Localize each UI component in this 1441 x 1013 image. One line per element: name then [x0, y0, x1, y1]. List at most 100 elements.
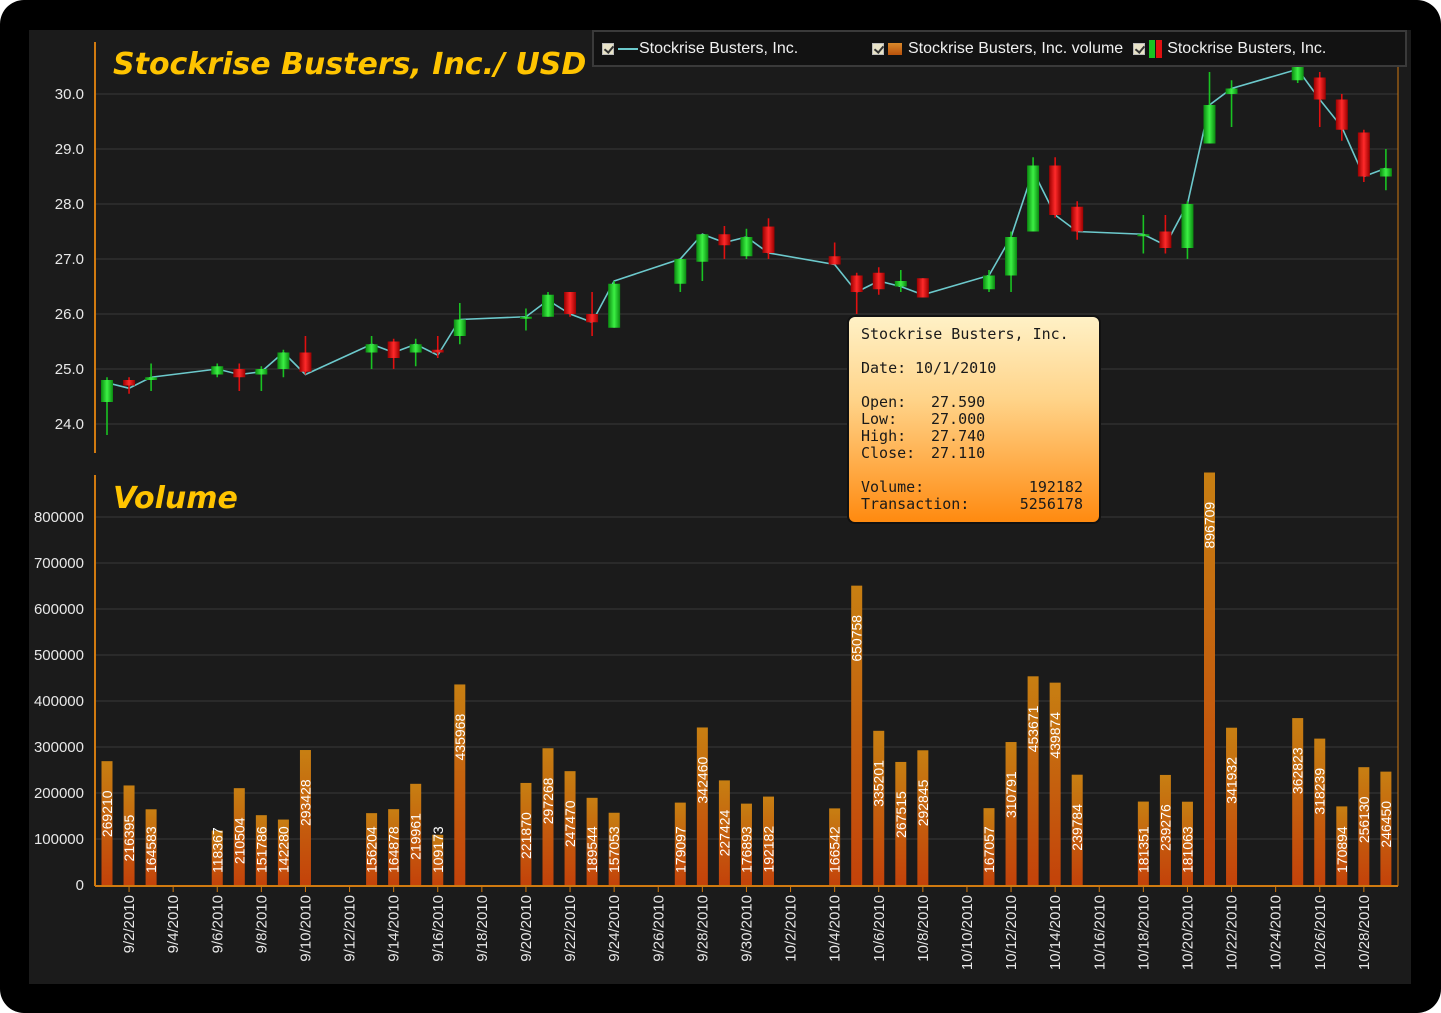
volume-data-label: 164878	[386, 826, 402, 873]
price-tick-label: 26.0	[55, 306, 84, 323]
x-tick-label: 9/20/2010	[518, 895, 535, 962]
x-tick-label: 10/14/2010	[1047, 895, 1064, 970]
x-tick-label: 9/22/2010	[562, 895, 579, 962]
volume-data-label: 164583	[143, 826, 159, 873]
volume-data-label: 439874	[1047, 712, 1063, 759]
volume-bar	[674, 802, 686, 885]
x-tick-label: 10/12/2010	[1003, 895, 1020, 970]
candle-body	[365, 344, 378, 353]
volume-bar	[211, 830, 223, 885]
candle-body	[1313, 77, 1326, 100]
candle-body	[145, 377, 158, 380]
volume-bar	[696, 727, 708, 885]
volume-data-label: 170894	[1334, 826, 1350, 873]
tooltip-high: 27.740	[931, 427, 986, 445]
candle-body	[123, 380, 136, 386]
candle-up	[145, 363, 158, 391]
tooltip-close-label: Close:	[861, 444, 916, 462]
legend-item-volume[interactable]: Stockrise Busters, Inc. volume	[864, 32, 1123, 65]
volume-data-label: 297268	[540, 777, 556, 824]
volume-data-label: 151786	[253, 826, 269, 873]
candle-down	[872, 267, 885, 295]
volume-bar	[586, 797, 598, 885]
volume-data-label: 166542	[827, 826, 843, 873]
candle-up	[696, 234, 709, 281]
price-tick-label: 25.0	[55, 361, 84, 378]
volume-bar	[983, 808, 995, 885]
volume-data-label: 181351	[1135, 826, 1151, 873]
tooltip-open: 27.590	[931, 393, 986, 411]
volume-tick-label: 600000	[34, 601, 84, 618]
volume-data-label: 239276	[1157, 804, 1173, 851]
volume-data-label: 896709	[1202, 502, 1218, 549]
tooltip-close: 27.110	[931, 444, 986, 462]
candle-up	[894, 270, 907, 292]
candle-down	[850, 272, 863, 314]
price-tick-label: 27.0	[55, 251, 84, 268]
volume-bar	[233, 788, 245, 885]
volume-bar	[1204, 472, 1215, 885]
candle-body	[718, 234, 731, 246]
volume-data-label: 310791	[1003, 771, 1019, 818]
candle-body	[1203, 105, 1216, 144]
x-tick-label: 9/4/2010	[165, 895, 182, 953]
candle-body	[586, 314, 599, 323]
candle-body	[277, 352, 290, 369]
candle-up	[1027, 157, 1040, 232]
volume-data-label: 221870	[518, 812, 534, 859]
volume-data-label: 167057	[981, 826, 997, 873]
tooltip-open-label: Open:	[861, 393, 907, 411]
x-tick-label: 9/28/2010	[694, 895, 711, 962]
volume-data-label: 118367	[209, 827, 225, 873]
x-tick-label: 10/28/2010	[1356, 895, 1373, 970]
volume-title: Volume	[113, 481, 238, 516]
volume-bar	[410, 783, 422, 885]
volume-bar	[763, 796, 774, 885]
candle-down	[762, 218, 775, 259]
volume-data-label: 176893	[738, 826, 754, 873]
volume-bar	[1380, 771, 1392, 885]
tooltip-low-label: Low:	[861, 410, 898, 428]
volume-bar	[1292, 718, 1304, 885]
volume-data-label: 219961	[408, 813, 424, 860]
checkbox-icon[interactable]	[602, 42, 614, 55]
candle-body	[431, 349, 444, 353]
candle-body	[211, 366, 224, 375]
legend-item-candles[interactable]: Stockrise Busters, Inc.	[1123, 32, 1326, 65]
candle-down	[586, 292, 599, 336]
candle-down	[123, 377, 136, 394]
candle-body	[519, 316, 532, 319]
candle-down	[828, 242, 841, 265]
checkbox-icon[interactable]	[1133, 42, 1146, 55]
checkbox-icon[interactable]	[872, 42, 884, 55]
legend-item-price-line[interactable]: Stockrise Busters, Inc.	[594, 32, 864, 65]
tooltip-volume-label: Volume:	[861, 478, 925, 496]
candle-body	[299, 352, 312, 372]
candle-body	[740, 237, 753, 257]
candle-down	[431, 336, 444, 358]
candle-up	[211, 363, 224, 378]
bar-swatch-icon	[888, 42, 902, 55]
volume-bar	[123, 785, 135, 885]
volume-bar	[1358, 767, 1370, 885]
volume-data-label: 342460	[694, 757, 710, 804]
candle-body	[1335, 99, 1348, 130]
candle-body	[1071, 206, 1084, 232]
candle-body	[894, 281, 907, 287]
chart-title: Stockrise Busters, Inc./ USD	[113, 47, 586, 82]
tooltip-low: 27.000	[931, 410, 986, 428]
x-tick-label: 9/6/2010	[209, 895, 226, 953]
candle-up	[1005, 231, 1018, 292]
candle-body	[1049, 165, 1062, 215]
candle-body	[696, 234, 709, 262]
volume-bar	[299, 750, 311, 885]
candlestick-swatch-icon	[1149, 39, 1163, 58]
candle-down	[1313, 72, 1326, 127]
volume-tick-label: 100000	[34, 831, 84, 848]
candle-down	[387, 338, 400, 369]
volume-bar	[520, 782, 532, 885]
volume-bar	[608, 812, 620, 885]
candle-down	[1071, 201, 1084, 240]
candle-body	[828, 256, 841, 265]
volume-bar	[277, 819, 289, 885]
